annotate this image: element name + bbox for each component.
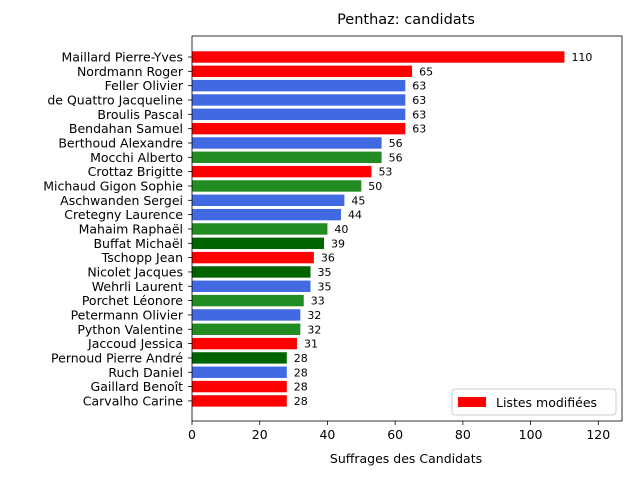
data-label: 31 <box>304 338 318 351</box>
bar <box>192 323 301 335</box>
bar <box>192 366 287 378</box>
bar <box>192 337 297 350</box>
bar <box>192 237 325 249</box>
bar <box>192 352 287 364</box>
category-label: Pernoud Pierre André <box>51 350 183 365</box>
data-label: 56 <box>389 137 403 150</box>
category-label: Ruch Daniel <box>108 365 183 380</box>
bar <box>192 251 314 264</box>
category-label: Mahaim Raphaël <box>79 221 183 236</box>
category-label: Michaud Gigon Sophie <box>43 178 183 193</box>
bar <box>192 223 328 235</box>
bar <box>192 108 406 121</box>
category-label: Tschopp Jean <box>101 250 183 265</box>
data-label: 110 <box>571 51 592 64</box>
data-label: 45 <box>351 194 365 207</box>
bar <box>192 208 341 221</box>
data-label: 40 <box>334 223 348 236</box>
bar <box>192 51 565 63</box>
category-label: Aschwanden Sergei <box>60 193 183 208</box>
data-label: 28 <box>294 352 308 365</box>
category-label: Crottaz Brigitte <box>88 164 184 179</box>
category-label: Bendahan Samuel <box>69 121 183 136</box>
category-label: Broulis Pascal <box>97 107 183 122</box>
legend-box <box>451 388 617 416</box>
bar <box>192 137 382 149</box>
data-label: 28 <box>294 381 308 394</box>
category-label: Jaccoud Jessica <box>87 336 183 351</box>
category-label: Carvalho Carine <box>83 393 184 408</box>
chart-title: Penthaz: candidats <box>337 12 475 28</box>
data-label: 35 <box>318 266 332 279</box>
category-label: de Quattro Jacqueline <box>47 92 183 107</box>
axes-layer: 0 20 40 60 80 100 120 <box>188 35 623 442</box>
x-tick-label: 120 <box>586 427 610 442</box>
data-label: 35 <box>318 280 332 293</box>
data-label: 56 <box>389 151 403 164</box>
bars-layer: 110 Maillard Pierre-Yves 65 Nordmann Roger 6… <box>43 50 592 409</box>
data-label: 63 <box>412 94 426 107</box>
data-label: 65 <box>419 65 433 78</box>
category-label: Maillard Pierre-Yves <box>61 50 183 65</box>
bar <box>192 395 287 407</box>
x-tick-label: 100 <box>519 427 543 442</box>
plot-frame <box>191 35 623 422</box>
data-label: 39 <box>331 237 345 250</box>
x-axis-label: Suffrages des Candidats <box>330 451 482 466</box>
data-label: 50 <box>368 180 382 193</box>
bar <box>192 309 301 321</box>
category-label: Berthoud Alexandre <box>58 135 183 150</box>
category-label: Cretegny Laurence <box>64 207 183 222</box>
bar <box>192 94 406 106</box>
category-label: Feller Olivier <box>105 78 184 93</box>
bar <box>192 266 311 278</box>
category-label: Nordmann Roger <box>77 64 184 79</box>
bar <box>192 180 362 192</box>
bar <box>192 280 311 292</box>
category-label: Mocchi Alberto <box>90 150 183 165</box>
category-label: Nicolet Jacques <box>87 264 183 279</box>
category-label: Gaillard Benoît <box>91 379 184 394</box>
bar <box>192 165 372 178</box>
data-label: 32 <box>307 323 321 336</box>
legend-label: Listes modifiées <box>496 395 597 410</box>
category-label: Petermann Olivier <box>71 307 184 322</box>
data-label: 63 <box>412 108 426 121</box>
data-label: 28 <box>294 366 308 379</box>
data-label: 32 <box>307 309 321 322</box>
bar <box>192 194 345 206</box>
x-tick-label: 60 <box>387 427 403 442</box>
x-tick-label: 0 <box>188 427 196 442</box>
category-label: Buffat Michaël <box>93 236 183 251</box>
legend: Listes modifiées <box>451 388 617 416</box>
bar <box>192 122 406 135</box>
category-label: Porchet Léonore <box>82 293 183 308</box>
data-label: 33 <box>311 295 325 308</box>
bar <box>192 65 413 78</box>
category-label: Wehrli Laurent <box>92 279 183 294</box>
bar <box>192 79 406 92</box>
x-tick-label: 40 <box>319 427 335 442</box>
data-label: 28 <box>294 395 308 408</box>
data-label: 44 <box>348 209 362 222</box>
data-label: 53 <box>378 166 392 179</box>
data-label: 63 <box>412 80 426 93</box>
data-label: 63 <box>412 123 426 136</box>
x-tick-label: 20 <box>252 427 268 442</box>
bar <box>192 151 382 164</box>
bar <box>192 380 287 393</box>
data-label: 36 <box>321 252 335 265</box>
bar <box>192 294 304 307</box>
x-tick-label: 80 <box>455 427 471 442</box>
legend-swatch <box>458 397 486 407</box>
category-label: Python Valentine <box>77 322 183 337</box>
